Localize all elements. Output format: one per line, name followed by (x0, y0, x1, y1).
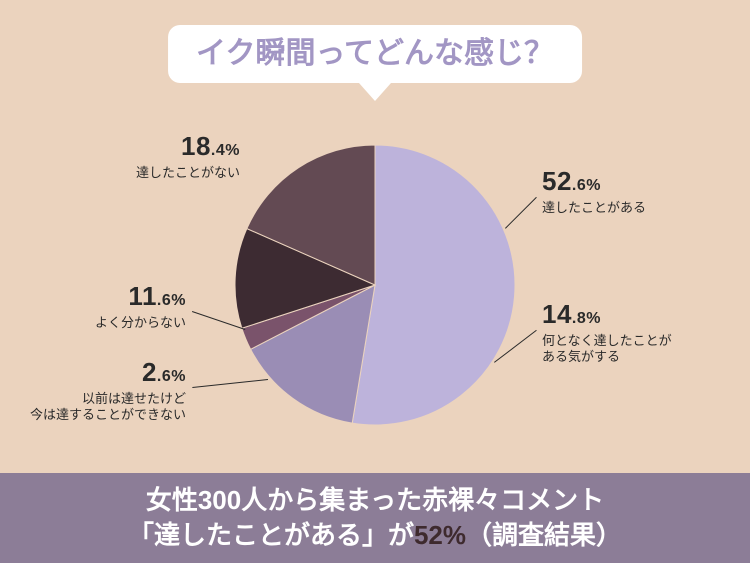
pie-label-text: 達したことがある (542, 200, 646, 216)
pie-label-percent: 18.4% (181, 142, 240, 159)
footer-segment: 女性300人から集まった赤裸々コメント (146, 485, 604, 515)
pie-slice (352, 145, 515, 425)
pie-label-text: よく分からない (95, 315, 186, 331)
footer-line: 「達したことがある」が52%（調査結果） (0, 518, 750, 553)
speech-bubble-tail (359, 83, 391, 101)
pie-label: 2.6% 以前は達せたけど今は達することができない (30, 356, 186, 423)
speech-bubble: イク瞬間ってどんな感じ？ (168, 25, 582, 83)
pie-chart (235, 145, 515, 425)
pie-label-percent: 14.8% (542, 310, 601, 327)
pie-label: 11.6% よく分からない (95, 280, 186, 331)
pie-label-text: 達したことがない (136, 165, 240, 181)
pie-label: 14.8% 何となく達したことがある気がする (542, 298, 672, 365)
pie-label: 18.4% 達したことがない (136, 130, 240, 181)
footer-segment: 52% (414, 520, 466, 550)
pie-label-percent: 52.6% (542, 177, 601, 194)
footer-segment: 「達したことがある」が (128, 520, 414, 550)
footer-line: 女性300人から集まった赤裸々コメント (0, 483, 750, 518)
infographic-root: イク瞬間ってどんな感じ？ 女性300人から集まった赤裸々コメント「達したことがあ… (0, 0, 750, 563)
pie-label: 52.6% 達したことがある (542, 165, 646, 216)
caption-footer: 女性300人から集まった赤裸々コメント「達したことがある」が52%（調査結果） (0, 473, 750, 563)
pie-label-percent: 11.6% (128, 292, 186, 309)
pie-label-text: 以前は達せたけど今は達することができない (30, 391, 186, 424)
pie-label-text: 何となく達したことがある気がする (542, 333, 672, 366)
footer-segment: （調査結果） (466, 520, 622, 550)
pie-label-percent: 2.6% (142, 368, 186, 385)
